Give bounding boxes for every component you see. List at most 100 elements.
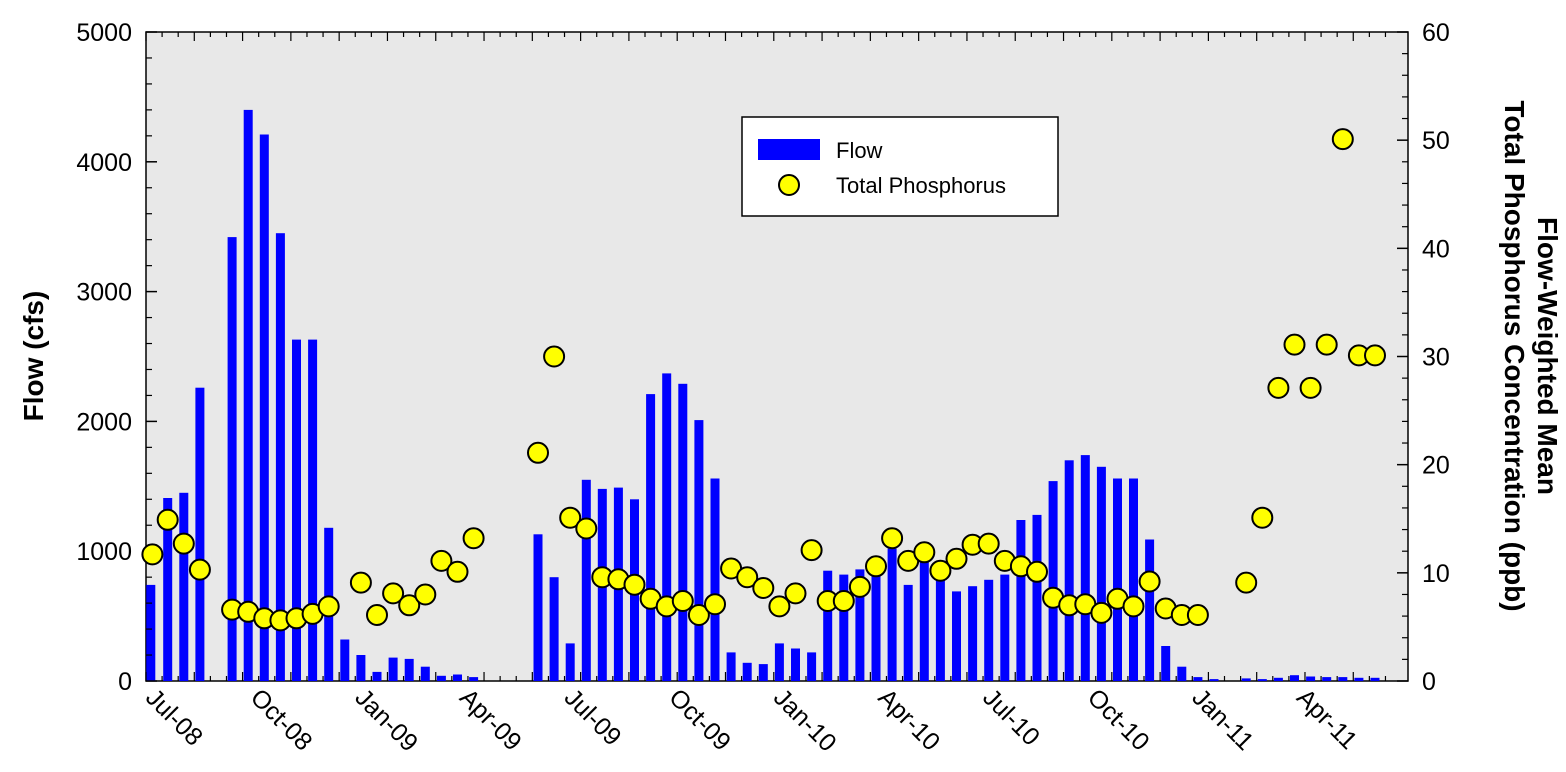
phosphorus-points	[141, 128, 1386, 632]
y-tick-label-3: 3000	[76, 279, 132, 307]
y2-tick-label-6: 60	[1422, 19, 1450, 47]
phosphorus-point-30	[704, 593, 726, 616]
flow-bar-59	[1161, 646, 1171, 681]
flow-bar-7	[275, 233, 285, 681]
legend-box	[741, 116, 1059, 217]
phosphorus-point-45	[945, 547, 968, 570]
phosphorus-point-11	[349, 571, 372, 594]
phosphorus-point-32	[736, 566, 759, 589]
y-tick-label-1: 1000	[76, 538, 132, 566]
flow-bar-46	[952, 591, 961, 681]
legend: Flow Total Phosphorus	[741, 116, 1059, 217]
phosphorus-point-69	[1364, 344, 1386, 367]
flow-bar-56	[1113, 478, 1122, 681]
flow-bar-1	[163, 498, 173, 681]
phosphorus-point-34	[768, 595, 791, 618]
y-tick-label-4: 4000	[76, 149, 132, 177]
flow-bar-5	[243, 109, 253, 681]
flow-bar-8	[292, 339, 301, 681]
flow-bar-6	[259, 134, 269, 681]
flow-bar-55	[1096, 466, 1106, 681]
flow-bar-41	[871, 557, 881, 681]
phosphorus-point-19	[527, 441, 549, 464]
flow-bar-32	[726, 652, 736, 681]
flow-bar-70	[1354, 677, 1364, 681]
flow-bar-18	[453, 674, 462, 681]
phosphorus-point-14	[398, 594, 421, 617]
y-tick-label-0: 0	[118, 668, 132, 696]
x-tick-label-0: Jul-08	[140, 683, 208, 751]
legend-phosphorus-marker	[778, 174, 800, 196]
flow-bar-69	[1338, 677, 1348, 681]
flow-bar-17	[436, 675, 446, 681]
flow-bar-60	[1177, 666, 1187, 681]
flow-bar-22	[565, 643, 575, 681]
flow-bar-15	[404, 658, 414, 681]
flow-bar-52	[1048, 481, 1058, 681]
y-axis-title: Flow (cfs)	[18, 291, 49, 422]
flow-bar-48	[984, 579, 994, 681]
flow-bar-61	[1193, 677, 1203, 681]
x-tick-label-8: Jul-10	[977, 683, 1045, 751]
flow-bar-65	[1273, 677, 1283, 681]
flow-bar-13	[372, 671, 382, 681]
phosphorus-point-62	[1251, 506, 1274, 529]
phosphorus-point-43	[913, 541, 936, 564]
phosphorus-point-66	[1315, 333, 1338, 356]
flow-bar-58	[1145, 539, 1155, 681]
flow-bar-44	[919, 561, 929, 681]
flow-bar-4	[227, 237, 237, 681]
phosphorus-point-50	[1026, 560, 1048, 583]
flow-bar-43	[903, 584, 913, 681]
phosphorus-point-28	[671, 590, 694, 612]
phosphorus-point-61	[1235, 571, 1258, 594]
phosphorus-point-25	[623, 573, 646, 596]
phosphorus-point-44	[929, 559, 952, 582]
flow-bar-0	[146, 584, 156, 681]
flow-bar-50	[1016, 520, 1026, 681]
phosphorus-point-47	[977, 532, 1000, 555]
legend-flow-label: Flow	[836, 138, 883, 163]
flow-bar-39	[839, 574, 849, 681]
phosphorus-point-17	[446, 560, 469, 583]
flow-bar-38	[823, 570, 833, 681]
y-tick-label-5: 5000	[76, 19, 132, 47]
phosphorus-point-21	[559, 506, 582, 529]
flow-bar-16	[420, 666, 430, 681]
y2-tick-label-5: 50	[1422, 127, 1450, 155]
phosphorus-point-12	[366, 604, 388, 626]
phosphorus-point-54	[1090, 601, 1113, 624]
x-tick-label-1: Oct-08	[245, 683, 318, 756]
x-tick-label-3: Apr-09	[454, 683, 527, 756]
flow-bar-20	[533, 534, 543, 681]
flow-bar-21	[549, 577, 559, 681]
flow-bar-62	[1209, 679, 1219, 681]
y-tick-label-2: 2000	[76, 408, 132, 436]
x-tick-label-4: Jul-09	[559, 683, 627, 751]
flow-bar-19	[469, 677, 479, 681]
x-tick-label-11: Apr-11	[1291, 683, 1363, 755]
flow-bar-3	[195, 387, 205, 681]
legend-flow-swatch	[758, 139, 820, 160]
flow-bar-31	[710, 478, 720, 681]
flow-bar-67	[1306, 676, 1316, 681]
x-tick-label-7: Apr-10	[873, 683, 946, 756]
phosphorus-point-1	[156, 508, 179, 531]
flow-bar-64	[1257, 679, 1267, 681]
flow-bar-14	[388, 657, 398, 681]
flow-bar-66	[1290, 675, 1299, 681]
flow-bar-12	[356, 655, 366, 681]
flow-bar-37	[807, 652, 817, 681]
y2-tick-label-4: 40	[1422, 235, 1450, 263]
flow-bar-2	[179, 492, 189, 681]
flow-bar-30	[694, 420, 704, 681]
phosphorus-point-36	[800, 539, 823, 562]
flow-bar-51	[1032, 514, 1042, 681]
flow-bar-49	[1000, 574, 1010, 681]
phosphorus-point-38	[832, 590, 855, 612]
phosphorus-point-16	[430, 549, 453, 572]
flow-bar-57	[1129, 478, 1138, 681]
flow-bar-36	[791, 648, 800, 681]
y2-tick-label-3: 30	[1422, 344, 1450, 372]
